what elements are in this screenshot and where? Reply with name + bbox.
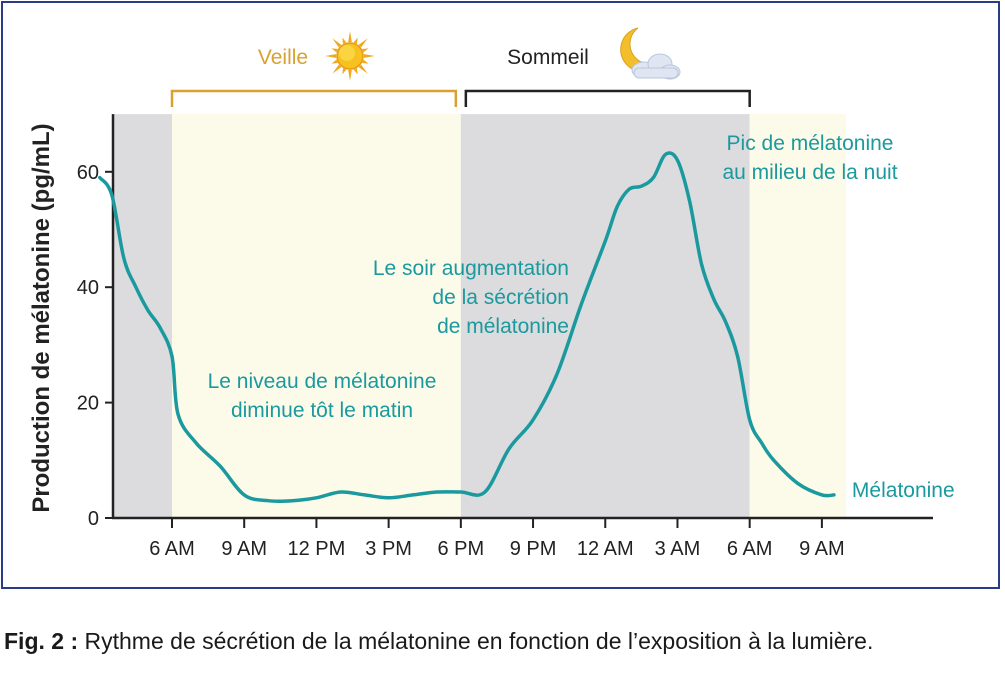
shade-band-0 [113,114,172,518]
x-tick-label: 9 PM [510,538,557,560]
period-brackets: Veille Sommeil [170,46,751,107]
sun-ray [358,64,368,74]
annotation-line: au milieu de la nuit [722,161,897,184]
series-layer: Mélatonine [98,151,955,504]
annotation-line: Le soir augmentation [373,257,569,280]
sun-ray [358,38,368,48]
sun-ray [363,54,375,58]
annotation-line: de mélatonine [437,315,569,338]
x-tick-label: 3 PM [365,538,412,560]
series-label-melatonine: Mélatonine [852,479,955,502]
axes: 0 20 40 60 Production de mélatonine (pg/mL) 6… [28,114,933,560]
sun-ray [342,68,347,75]
x-tick-label: 6 AM [149,538,195,560]
melatonin-chart: Veille Sommeil 0 20 40 60 Production de mélat… [28,27,955,560]
annotation-peak: Pic de mélatonine au milieu de la nuit [722,132,897,184]
x-tick-label: 3 AM [655,538,701,560]
y-tick-label: 40 [77,277,99,299]
annotation-morning: Le niveau de mélatonine diminue tôt le ma… [208,370,437,422]
annotation-line: Pic de mélatonine [727,132,894,155]
sun-ray [353,37,358,44]
sun-ray [362,48,369,53]
sun-ray [348,69,352,81]
sun-ray [325,54,337,58]
sun-icon [325,31,375,81]
y-tick-label: 20 [77,393,99,415]
y-axis-label: Production de mélatonine (pg/mL) [28,123,55,512]
x-tick-label: 6 PM [437,538,484,560]
sun-ray [362,59,369,64]
sun-ray [353,68,358,75]
annotation-evening: Le soir augmentation de la sécrétion de mé… [373,257,569,338]
annotations: Le niveau de mélatonine diminue tôt le ma… [208,132,898,422]
y-tick-label: 0 [88,508,99,530]
sun-ray [331,59,338,64]
y-tick-label: 60 [77,162,99,184]
figure-frame [1,1,1000,589]
period-label-0: Veille [258,46,308,69]
period-bracket-0 [170,89,458,107]
sun-ray [348,31,352,43]
period-label-1: Sommeil [507,46,589,69]
x-tick-label: 12 PM [288,538,346,560]
annotation-line: Le niveau de mélatonine [208,370,437,393]
caption-label: Fig. 2 : [4,628,79,654]
period-bracket-1 [464,89,751,107]
shade-band-1 [172,114,461,518]
sun-ray [332,64,342,74]
x-tick-label: 6 AM [727,538,773,560]
x-tick-label: 9 AM [221,538,267,560]
x-tick-label: 9 AM [799,538,845,560]
x-tick-label: 12 AM [577,538,634,560]
caption-text: Rythme de sécrétion de la mélatonine en … [84,628,874,654]
sun-ray [332,38,342,48]
annotation-line: diminue tôt le matin [231,399,413,422]
series-line-melatonine [98,151,836,504]
sun-ray [331,48,338,53]
annotation-line: de la sécrétion [432,286,569,309]
moon-cloud-icon [620,27,681,80]
sun-ray [342,37,347,44]
figure-caption: Fig. 2 : Rythme de sécrétion de la mélat… [4,626,1000,656]
